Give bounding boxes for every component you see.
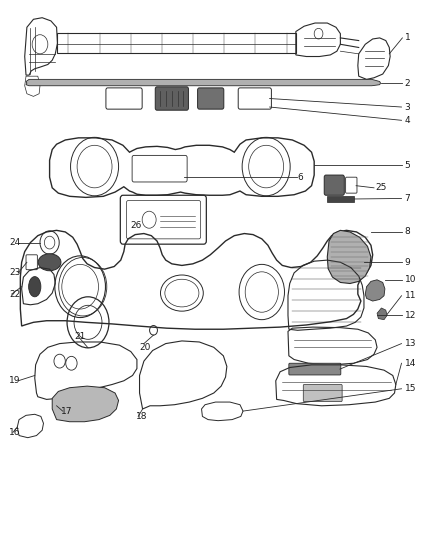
Polygon shape — [26, 79, 381, 86]
Text: 7: 7 — [405, 194, 410, 203]
Text: 15: 15 — [405, 384, 416, 393]
Text: 11: 11 — [405, 291, 416, 300]
FancyBboxPatch shape — [303, 384, 342, 401]
Polygon shape — [327, 230, 371, 284]
Polygon shape — [365, 280, 385, 301]
Text: 9: 9 — [405, 258, 410, 266]
Polygon shape — [52, 386, 119, 422]
Text: 20: 20 — [140, 343, 151, 352]
Text: 1: 1 — [405, 34, 410, 43]
Text: 6: 6 — [297, 173, 304, 182]
Text: 12: 12 — [405, 311, 416, 320]
Text: 5: 5 — [405, 161, 410, 170]
FancyBboxPatch shape — [324, 175, 344, 195]
FancyBboxPatch shape — [155, 87, 188, 110]
FancyBboxPatch shape — [289, 364, 341, 375]
Ellipse shape — [28, 277, 41, 297]
Text: 24: 24 — [10, 238, 21, 247]
Text: 23: 23 — [10, 269, 21, 277]
Text: 17: 17 — [61, 407, 72, 416]
Polygon shape — [377, 308, 387, 320]
Text: 8: 8 — [405, 228, 410, 237]
Text: 14: 14 — [405, 359, 416, 368]
Text: 3: 3 — [405, 102, 410, 111]
Text: 26: 26 — [131, 221, 142, 230]
FancyBboxPatch shape — [327, 196, 354, 201]
Text: 19: 19 — [10, 376, 21, 385]
Text: 18: 18 — [136, 412, 148, 421]
Text: 4: 4 — [405, 116, 410, 125]
Text: 16: 16 — [10, 428, 21, 437]
Text: 10: 10 — [405, 275, 416, 284]
Text: 22: 22 — [10, 289, 21, 298]
Text: 25: 25 — [375, 183, 387, 192]
Text: 2: 2 — [405, 78, 410, 87]
Ellipse shape — [38, 254, 61, 271]
Text: 21: 21 — [74, 332, 85, 341]
Text: 13: 13 — [405, 339, 416, 348]
FancyBboxPatch shape — [198, 88, 224, 109]
